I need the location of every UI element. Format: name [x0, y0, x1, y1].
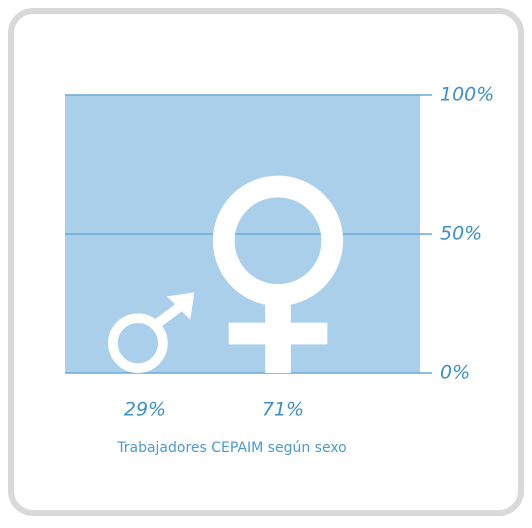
icon-arrowhead	[166, 292, 195, 320]
y-tick-label: 50%	[440, 223, 482, 245]
value-label: 29%	[124, 399, 166, 421]
icon-ring	[212, 175, 344, 306]
value-label: 71%	[262, 399, 304, 421]
chart-title: Trabajadores CEPAIM según sexo	[116, 440, 347, 456]
female-icon	[212, 175, 344, 373]
y-tick-label: 0%	[440, 362, 470, 384]
y-tick-label: 100%	[440, 84, 494, 106]
icon-ring	[108, 313, 168, 374]
male-icon	[108, 292, 195, 374]
icon-arrow	[155, 303, 183, 327]
icon-cross	[228, 322, 328, 345]
